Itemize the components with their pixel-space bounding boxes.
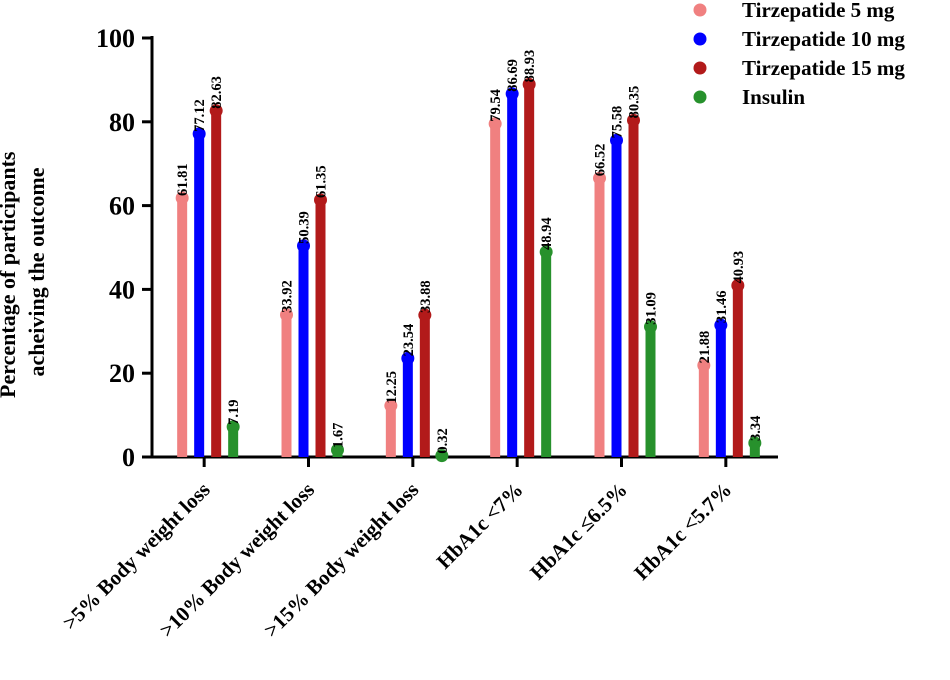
y-tick-label: 40: [109, 275, 135, 304]
data-label: 82.63: [209, 76, 225, 109]
bar-stem: [524, 84, 535, 457]
bar-dot: [697, 358, 711, 372]
bar-stem: [177, 198, 188, 457]
data-label: 66.52: [593, 144, 609, 177]
bar-stem: [281, 314, 292, 457]
data-label: 33.88: [418, 280, 434, 313]
bar-stem: [507, 93, 518, 458]
bar-dot: [401, 351, 415, 365]
bar-stem: [419, 315, 430, 457]
bar-stem: [315, 199, 326, 458]
bar-dot: [505, 87, 519, 101]
bar-dot: [539, 245, 553, 259]
data-label: 77.12: [192, 99, 208, 132]
legend-label: Tirzepatide 15 mg: [742, 56, 905, 80]
y-tick-label: 0: [122, 443, 135, 472]
bar-stem: [194, 133, 205, 458]
legend-label: Tirzepatide 5 mg: [742, 0, 895, 22]
bar-stem: [541, 251, 552, 457]
data-label: 61.35: [314, 165, 330, 198]
bar-dot: [418, 308, 432, 322]
data-label: 12.25: [384, 371, 400, 404]
bar-dot: [522, 77, 536, 91]
y-tick-label: 100: [96, 24, 135, 53]
bar-stem: [490, 123, 501, 457]
x-tick-label: HbA1c <5.7%: [629, 478, 736, 585]
bar-dot: [748, 436, 762, 450]
x-tick-label: HbA1c ≤6.5%: [525, 478, 632, 585]
bar-dot: [314, 193, 327, 207]
data-label: 0.32: [435, 428, 451, 453]
bar-dot: [644, 320, 657, 334]
bar-dot: [192, 127, 206, 141]
bar-stem: [228, 426, 239, 457]
bar-dot: [593, 171, 606, 185]
bar-dot: [610, 133, 623, 147]
data-label: 31.46: [714, 291, 730, 324]
data-label: 40.93: [731, 251, 747, 284]
legend-label: Insulin: [742, 85, 805, 109]
bar-dot: [280, 308, 293, 322]
bar-dot: [627, 113, 640, 127]
y-tick-label: 80: [109, 108, 135, 137]
data-label: 3.34: [748, 416, 764, 441]
y-axis-title: Percentage of participants acheiving the…: [0, 146, 49, 398]
bar-stem: [698, 365, 709, 457]
y-tick-label: 60: [109, 192, 135, 221]
data-label: 86.69: [505, 59, 521, 92]
data-label: 50.39: [297, 211, 313, 244]
data-label: 33.92: [280, 280, 296, 313]
bar-dot: [435, 449, 449, 463]
bar-dot: [297, 239, 310, 253]
data-label: 79.54: [488, 89, 504, 122]
bar-stem: [385, 405, 396, 457]
legend-marker: [693, 3, 707, 17]
data-label: 80.35: [627, 86, 643, 119]
y-axis-title-line-1: Percentage of participants: [0, 151, 20, 398]
bar-dot: [384, 399, 398, 413]
bar-dot: [209, 104, 223, 118]
legend-marker: [693, 32, 707, 46]
bar-stem: [211, 110, 222, 457]
data-label: 61.81: [175, 163, 191, 196]
data-label: 48.94: [539, 217, 555, 250]
bar-dot: [731, 279, 745, 293]
bar-stem: [611, 140, 622, 457]
legend: Tirzepatide 5 mg Tirzepatide 10 mg Tirzepa…: [693, 0, 905, 109]
bar-stem: [594, 178, 605, 458]
data-label: 7.19: [226, 399, 242, 424]
bar-stem: [298, 245, 309, 457]
bar-stem: [715, 325, 726, 457]
data-label: 23.54: [401, 324, 417, 357]
legend-marker: [693, 61, 707, 75]
data-label: 1.67: [331, 423, 347, 448]
data-label: 31.09: [644, 292, 660, 325]
data-label: 75.58: [610, 106, 626, 139]
bar-stem: [732, 285, 743, 457]
data-label: 88.93: [522, 50, 538, 83]
y-tick-label: 20: [109, 359, 135, 388]
bar-dot: [714, 318, 728, 332]
bar-stem: [749, 443, 760, 457]
bar-dot: [226, 420, 240, 434]
bar-dot: [175, 191, 189, 205]
bar-dot: [331, 443, 344, 457]
x-tick-label: HbA1c <7%: [432, 478, 528, 574]
bar-stem: [628, 120, 639, 458]
legend-marker: [693, 90, 707, 104]
data-label: 21.88: [697, 331, 713, 364]
bar-dot: [488, 117, 502, 131]
legend-label: Tirzepatide 10 mg: [742, 27, 905, 51]
bar-stem: [402, 358, 413, 457]
bar-stem: [645, 326, 656, 457]
y-axis-title-line-2: acheiving the outcome: [24, 167, 49, 376]
